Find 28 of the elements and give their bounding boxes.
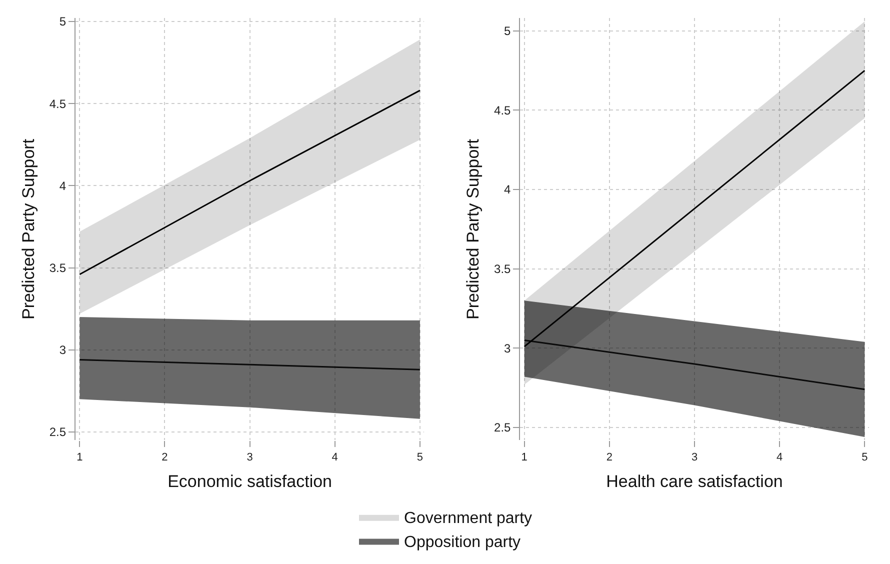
- y-tick-label: 4.5: [494, 103, 512, 118]
- legend-label: Government party: [404, 510, 532, 528]
- y-tick-label: 4.5: [49, 96, 66, 111]
- x-axis-title: Economic satisfaction: [168, 472, 332, 491]
- y-axis-title: Predicted Party Support: [464, 138, 483, 320]
- y-tick-label: 2.5: [494, 420, 512, 435]
- y-axis-title: Predicted Party Support: [18, 138, 38, 320]
- x-tick-label: 4: [332, 451, 338, 464]
- x-tick-label: 3: [691, 451, 698, 464]
- y-tick-label: 4: [504, 182, 512, 197]
- x-tick-label: 5: [862, 451, 868, 464]
- legend-label: Opposition party: [404, 534, 521, 551]
- x-tick-label: 2: [606, 451, 613, 464]
- y-tick-label: 3: [504, 341, 512, 356]
- x-tick-label: 5: [416, 451, 424, 464]
- x-tick-label: 4: [776, 451, 783, 464]
- x-tick-label: 1: [76, 451, 83, 464]
- y-tick-label: 4: [59, 178, 66, 193]
- y-tick-label: 2.5: [49, 425, 66, 440]
- x-tick-label: 3: [246, 451, 253, 464]
- y-tick-label: 3.5: [49, 260, 66, 275]
- x-axis-title: Health care satisfaction: [606, 472, 783, 491]
- y-tick-label: 5: [59, 14, 66, 29]
- y-tick-label: 3.5: [494, 262, 512, 276]
- x-tick-label: 2: [162, 451, 168, 464]
- x-tick-label: 1: [521, 451, 528, 464]
- y-tick-label: 3: [59, 343, 66, 358]
- y-tick-label: 5: [504, 24, 512, 38]
